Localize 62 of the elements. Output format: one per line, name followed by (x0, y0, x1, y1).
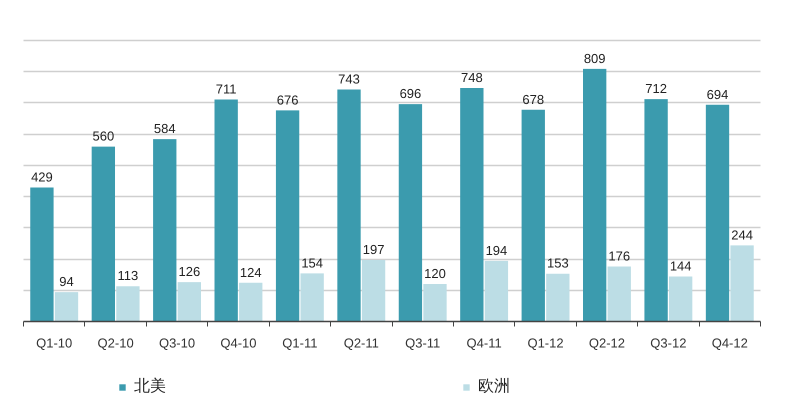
bar (337, 90, 361, 322)
x-tick-label: Q3-10 (158, 336, 196, 350)
data-label: 676 (276, 92, 298, 108)
x-tick-label: Q1-11 (282, 336, 318, 350)
data-label: 694 (706, 86, 728, 102)
data-label: 809 (584, 50, 606, 66)
bar (276, 110, 300, 322)
data-label: 244 (731, 227, 753, 242)
x-tick-label: Q2-10 (98, 336, 134, 350)
bar (362, 260, 386, 322)
x-tick-label: Q4-12 (712, 336, 748, 350)
bar (178, 282, 201, 322)
bar (522, 110, 545, 322)
data-label: 197 (362, 242, 384, 257)
data-label: 712 (645, 81, 667, 96)
bar (730, 245, 754, 322)
bar (30, 188, 54, 322)
x-tick-label: Q3-11 (405, 336, 440, 350)
bar (706, 104, 730, 322)
data-label: 120 (424, 266, 446, 282)
legend-label: 北美 (134, 376, 166, 397)
data-label: 678 (522, 92, 544, 107)
x-tick-label: Q1-10 (36, 336, 72, 350)
data-label: 743 (338, 72, 360, 87)
data-label: 711 (216, 82, 237, 96)
bar (300, 273, 324, 322)
x-tick-label: Q2-11 (344, 336, 379, 350)
data-label: 429 (31, 170, 53, 185)
bar (153, 139, 176, 322)
data-label: 153 (546, 256, 569, 271)
bar (239, 282, 262, 322)
x-tick-label: Q4-10 (220, 336, 257, 350)
bar (398, 104, 422, 322)
bar (92, 146, 116, 322)
data-label: 154 (301, 255, 324, 270)
x-tick-label: Q4-11 (466, 336, 502, 350)
bar (214, 100, 238, 322)
bar (54, 292, 78, 322)
x-tick-label: Q1-12 (527, 336, 564, 350)
bar (608, 266, 631, 322)
data-label: 144 (670, 258, 692, 274)
bar (460, 88, 484, 322)
data-label: 584 (154, 121, 176, 136)
bar (546, 274, 570, 322)
x-tick-label: Q3-12 (650, 336, 686, 350)
bar (583, 68, 606, 322)
data-label: 126 (178, 264, 200, 280)
legend-label: 欧洲 (478, 376, 510, 397)
bar (668, 276, 692, 322)
data-label: 94 (59, 274, 74, 290)
bar (116, 286, 140, 322)
x-tick-label: Q2-12 (588, 336, 626, 350)
data-label: 696 (400, 86, 422, 102)
data-label: 124 (240, 264, 262, 280)
bar (484, 260, 508, 322)
data-label: 113 (118, 268, 138, 284)
bar (423, 284, 447, 322)
data-label: 194 (486, 242, 508, 258)
data-label: 176 (608, 248, 630, 264)
data-label: 748 (460, 70, 483, 85)
bar (644, 99, 668, 322)
data-label: 560 (92, 128, 114, 144)
